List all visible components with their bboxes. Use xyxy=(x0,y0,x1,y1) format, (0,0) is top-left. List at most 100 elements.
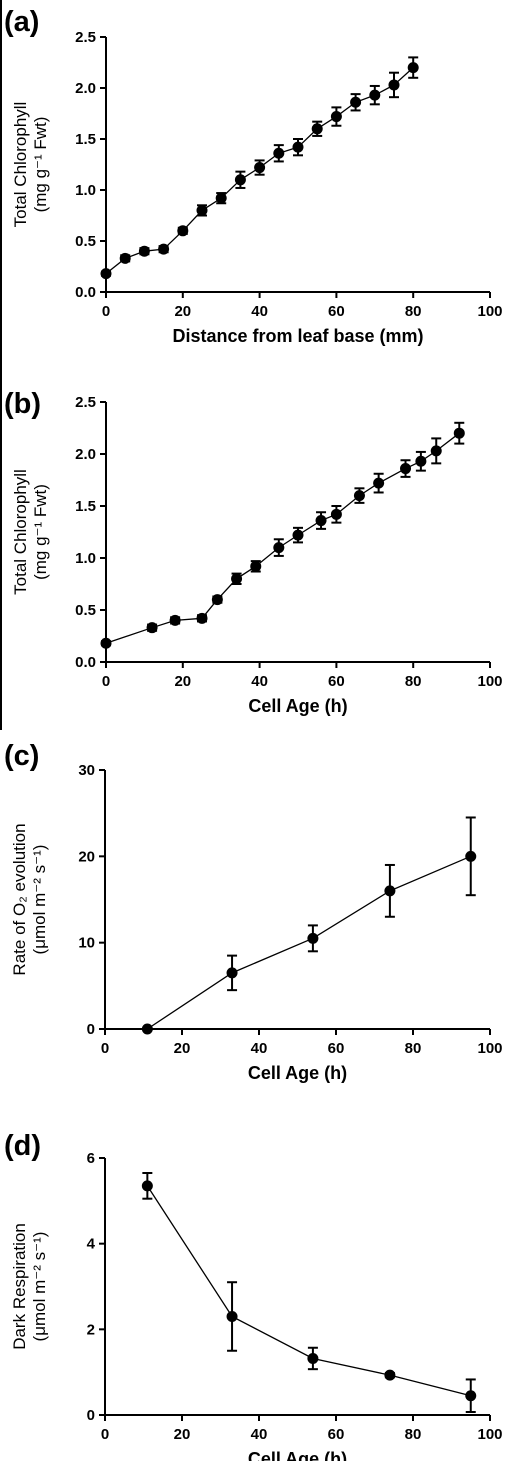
data-point xyxy=(100,268,112,280)
x-tick-label: 60 xyxy=(328,1426,345,1443)
data-point xyxy=(158,243,170,255)
data-point xyxy=(400,463,412,475)
series-line xyxy=(146,1185,471,1397)
data-point xyxy=(407,62,419,74)
y-tick-label: 2 xyxy=(87,1321,95,1338)
y-axis-label: Total Chlorophyll xyxy=(11,469,30,595)
x-tick-label: 0 xyxy=(102,673,110,690)
y-tick-label: 1.0 xyxy=(75,182,96,199)
data-point xyxy=(465,1390,477,1402)
x-axis-label: Cell Age (h) xyxy=(248,696,347,716)
panel-letter-a: (a) xyxy=(4,6,40,38)
data-point xyxy=(215,192,227,204)
y-tick-label: 30 xyxy=(78,762,95,779)
y-tick-label: 0.0 xyxy=(75,654,96,671)
y-axis-label-units: (mg g⁻¹ Fwt) xyxy=(31,117,50,213)
chart-panel-c: 0 10 20 30 0 20 40 60 80 100 Cell Age (h) Rate of O… xyxy=(0,730,511,1100)
panel-letter-c: (c) xyxy=(4,740,40,772)
y-axis-label-units: (μmol m⁻² s⁻¹) xyxy=(30,845,49,955)
y-axis-label-units: (μmol m⁻² s⁻¹) xyxy=(30,1232,49,1342)
chart-svg-c: 0 10 20 30 0 20 40 60 80 100 Cell Age (h) Rate of O… xyxy=(10,762,503,1083)
y-tick-label: 0.0 xyxy=(75,284,96,301)
x-tick-label: 60 xyxy=(328,303,345,320)
data-point xyxy=(177,225,189,237)
data-point xyxy=(315,515,327,527)
data-point xyxy=(141,1023,153,1035)
chart-svg-b: 0.0 0.5 1.0 1.5 2.0 2.5 0 20 40 60 80 100 Cell Age (… xyxy=(11,394,503,716)
chart-panel-b: 0.0 0.5 1.0 1.5 2.0 2.5 0 20 40 60 80 100 Cell Age (… xyxy=(0,365,511,730)
data-point xyxy=(307,932,319,944)
data-point xyxy=(231,573,243,585)
data-point xyxy=(273,147,285,159)
data-point xyxy=(465,850,477,862)
data-point xyxy=(196,204,208,216)
data-point xyxy=(119,252,131,264)
series-line xyxy=(146,855,472,1030)
x-tick-label: 100 xyxy=(477,303,502,320)
y-tick-label: 20 xyxy=(78,848,95,865)
x-tick-label: 80 xyxy=(405,673,422,690)
data-point xyxy=(292,529,304,541)
y-axis-label: Total Chlorophyll xyxy=(11,102,30,228)
data-point xyxy=(373,477,385,489)
chart-svg-a: 0.0 0.5 1.0 1.5 2.0 2.5 0 20 40 60 80 100 Distance f… xyxy=(11,29,503,346)
data-point xyxy=(100,637,112,649)
x-tick-label: 0 xyxy=(101,1040,109,1057)
y-tick-label: 2.5 xyxy=(75,29,96,46)
y-tick-label: 2.5 xyxy=(75,394,96,411)
x-tick-label: 40 xyxy=(251,673,268,690)
data-point xyxy=(453,427,465,439)
data-point xyxy=(384,885,396,897)
data-point xyxy=(250,560,262,572)
y-tick-label: 0.5 xyxy=(75,602,96,619)
y-tick-label: 6 xyxy=(87,1150,95,1167)
x-axis-label: Cell Age (h) xyxy=(248,1449,347,1461)
data-point xyxy=(196,612,208,624)
data-point xyxy=(234,174,246,186)
x-tick-label: 20 xyxy=(174,303,191,320)
y-axis-label: Rate of O₂ evolution xyxy=(10,823,29,975)
data-point xyxy=(388,79,400,91)
y-tick-label: 0.5 xyxy=(75,233,96,250)
data-point xyxy=(430,445,442,457)
y-tick-label: 4 xyxy=(87,1236,96,1253)
x-tick-label: 20 xyxy=(174,673,191,690)
y-tick-label: 2.0 xyxy=(75,80,96,97)
x-tick-label: 100 xyxy=(477,1426,502,1443)
panel-letter-d: (d) xyxy=(4,1130,42,1162)
x-tick-label: 0 xyxy=(101,1426,109,1443)
x-axis-label: Distance from leaf base (mm) xyxy=(172,326,423,346)
x-tick-label: 60 xyxy=(328,1040,345,1057)
data-point xyxy=(369,89,381,101)
chart-panel-d: 0 2 4 6 0 20 40 60 80 100 Cell Age (h) Dark Respira… xyxy=(0,1100,511,1461)
data-point xyxy=(254,162,266,174)
y-tick-label: 1.5 xyxy=(75,498,96,515)
figure-left-border xyxy=(0,0,2,730)
data-point xyxy=(141,1180,153,1192)
y-tick-label: 0 xyxy=(87,1407,95,1424)
data-point xyxy=(384,1369,396,1381)
x-tick-label: 100 xyxy=(477,1040,502,1057)
data-point xyxy=(311,123,323,135)
x-tick-label: 80 xyxy=(405,1426,422,1443)
data-point xyxy=(138,245,150,257)
panel-letter-b: (b) xyxy=(4,388,42,420)
x-tick-label: 20 xyxy=(174,1426,191,1443)
y-axis-label: Dark Respiration xyxy=(10,1223,29,1350)
data-point xyxy=(226,967,238,979)
data-point xyxy=(330,111,342,123)
data-point xyxy=(211,594,223,606)
x-axis-label: Cell Age (h) xyxy=(248,1063,347,1083)
data-point xyxy=(330,508,342,520)
y-tick-label: 10 xyxy=(78,935,95,952)
data-point xyxy=(415,455,427,467)
x-tick-label: 40 xyxy=(251,303,268,320)
y-tick-label: 0 xyxy=(87,1021,95,1038)
data-point xyxy=(273,542,285,554)
data-point xyxy=(353,490,365,502)
x-tick-label: 100 xyxy=(477,673,502,690)
data-point xyxy=(146,622,158,634)
y-tick-label: 1.0 xyxy=(75,550,96,567)
y-tick-label: 1.5 xyxy=(75,131,96,148)
